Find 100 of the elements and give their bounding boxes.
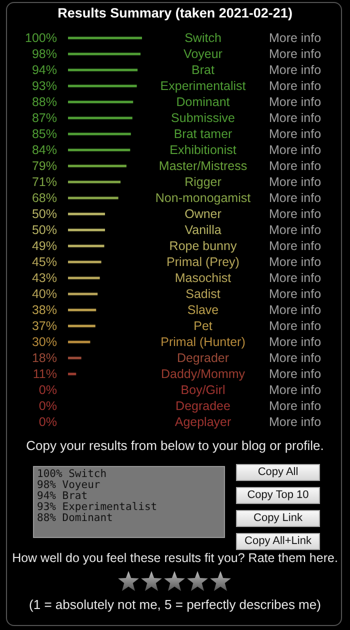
y-tick-label: Slave [187,303,219,317]
data-label: 18% [32,351,57,365]
y-tick-label: Experimentalist [160,79,246,93]
text: Copy your results from below to your blog or profile. [25,438,325,453]
data-label: 50% [32,207,57,221]
bar [68,372,76,376]
bar [68,36,142,40]
data-label: 45% [32,255,57,269]
y-tick-label: Non-monogamist [155,191,252,205]
y-tick-label: Master/Mistress [158,159,248,173]
y-tick-label: Owner [184,207,222,221]
data-label: 68% [32,191,57,205]
y-tick-label: Degrader [176,351,230,365]
y-tick-label: Primal (Prey) [166,255,240,269]
y-tick-label: Brat tamer [174,127,232,141]
text: More info [268,319,322,333]
text-field: 100% Switch 98% Voyeur 94% Brat 93% Experimentalist 88% Dominant [33,466,225,538]
bar [68,324,96,328]
bar [68,244,104,248]
text: More info [268,351,322,365]
y-tick-label: Exhibitionist [170,143,237,157]
y-tick-label: Switch [184,31,222,45]
data-label: 71% [32,175,57,189]
button: Copy All+Link [236,533,320,550]
bar [68,52,141,56]
data-label: 84% [32,143,57,157]
bar [68,292,98,296]
text: More info [268,367,322,381]
bar [68,228,105,232]
text: More info [268,239,322,253]
text: More info [268,175,322,189]
text: (1 = absolutely not me, 5 = perfectly describes me) [28,597,322,612]
text: How well do you feel these results fit you? Rate them here. [11,551,339,565]
data-label: 0% [38,383,57,397]
text: More info [268,399,322,413]
text: Results Summary (taken 2021-02-21) [58,6,292,20]
data-label: 49% [32,239,57,253]
y-tick-label: Daddy/Mommy [160,367,246,381]
y-tick-label: Sadist [186,287,221,301]
text: More info [268,207,322,221]
text: More info [268,271,322,285]
text: More info [268,31,322,45]
button: Copy Top 10 [236,487,320,504]
bar [68,116,132,120]
bar [68,180,121,184]
bar [68,196,118,200]
text: More info [268,223,322,237]
data-label: 98% [32,47,57,61]
data-label: 93% [32,79,57,93]
bar [68,164,126,168]
bar [68,84,137,88]
button: Copy All [236,464,320,481]
bar [68,356,82,360]
bar [68,132,131,136]
data-label: 79% [32,159,57,173]
text: More info [268,415,322,429]
data-label: 40% [32,287,57,301]
data-label: 43% [32,271,57,285]
y-tick-label: Dominant [176,95,230,109]
y-tick-label: Masochist [174,271,232,285]
bar [68,308,96,312]
text: More info [268,111,322,125]
y-tick-label: Brat [192,63,215,77]
y-tick-label: Voyeur [184,47,222,61]
data-label: 85% [32,127,57,141]
data-label: 38% [32,303,57,317]
text: More info [268,79,322,93]
button: Copy Link [236,510,320,527]
text: More info [268,143,322,157]
bar [68,212,105,216]
data-label: 0% [38,415,57,429]
text: More info [268,303,322,317]
data-label: 30% [32,335,57,349]
y-tick-label: Pet [194,319,213,333]
y-tick-label: Boy/Girl [180,383,226,397]
y-tick-label: Rigger [184,175,222,189]
y-tick-label: Rope bunny [169,239,238,253]
data-label: 88% [32,95,57,109]
text: More info [268,191,322,205]
y-tick-label: Ageplayer [174,415,232,429]
data-label: 100% [25,31,57,45]
text: More info [268,159,322,173]
data-label: 87% [32,111,57,125]
text: More info [268,335,322,349]
bar [68,260,102,264]
bar [68,148,130,152]
bar [68,100,134,104]
text: More info [268,95,322,109]
y-tick-label: Primal (Hunter) [160,335,246,349]
text: More info [268,47,322,61]
data-label: 37% [32,319,57,333]
data-label: 94% [32,63,57,77]
data-label: 11% [32,367,57,381]
data-label: 0% [38,399,57,413]
bar [68,276,100,280]
text: More info [268,127,322,141]
bar [68,340,90,344]
data-label: 50% [32,223,57,237]
text: More info [268,255,322,269]
text: More info [268,287,322,301]
